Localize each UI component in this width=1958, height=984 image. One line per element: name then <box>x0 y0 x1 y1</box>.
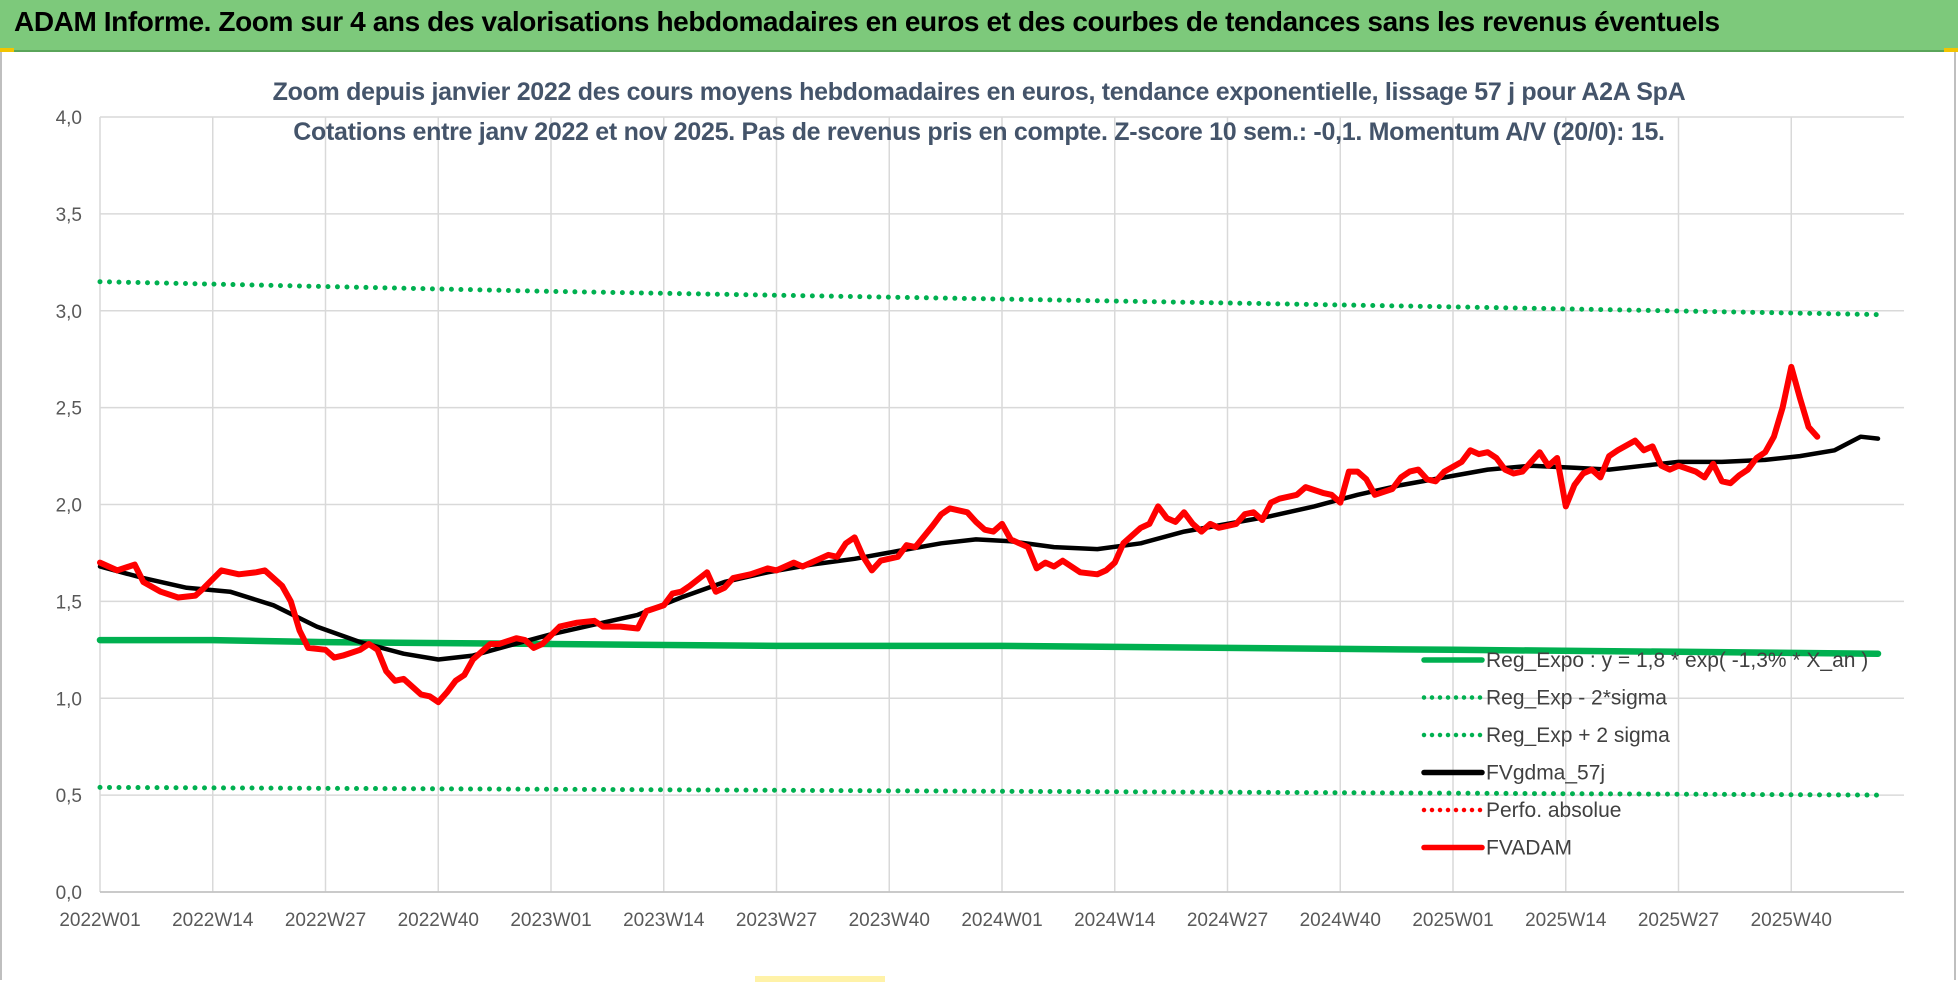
y-tick-label: 1,5 <box>56 592 82 613</box>
legend-label: Perfo. absolue <box>1486 799 1621 822</box>
legend-label: Reg_Exp - 2*sigma <box>1486 687 1667 710</box>
series-line-2 <box>97 279 1881 318</box>
x-tick-label: 2022W01 <box>59 910 140 931</box>
y-tick-label: 0,0 <box>56 883 82 904</box>
series-line-1 <box>97 784 1881 798</box>
x-tick-label: 2024W27 <box>1187 910 1268 931</box>
report-title: ADAM Informe. Zoom sur 4 ans des valoris… <box>14 6 1720 37</box>
y-tick-label: 4,0 <box>56 108 82 129</box>
legend-label: FVADAM <box>1486 837 1572 860</box>
x-tick-label: 2025W27 <box>1638 910 1719 931</box>
y-tick-label: 3,5 <box>56 205 82 226</box>
x-tick-label: 2025W14 <box>1525 910 1607 931</box>
y-tick-label: 1,0 <box>56 689 82 710</box>
x-tick-label: 2022W14 <box>172 910 254 931</box>
legend-label: Reg_Exp + 2 sigma <box>1486 724 1670 747</box>
x-tick-label: 2023W14 <box>623 910 705 931</box>
legend-label: FVgdma_57j <box>1486 762 1605 785</box>
x-tick-label: 2023W27 <box>736 910 817 931</box>
corner-mark-right <box>1944 48 1958 52</box>
series-line-0 <box>96 636 1882 657</box>
y-tick-label: 2,5 <box>56 399 82 420</box>
chart-subtitle: Cotations entre janv 2022 et nov 2025. P… <box>293 118 1665 146</box>
x-tick-label: 2024W01 <box>961 910 1042 931</box>
y-tick-label: 3,0 <box>56 302 82 323</box>
bottom-scroll-marker <box>755 976 885 982</box>
y-tick-label: 0,5 <box>56 786 82 807</box>
series-line-5 <box>97 363 1821 706</box>
x-tick-label: 2025W40 <box>1751 910 1832 931</box>
corner-mark-left <box>0 48 14 52</box>
x-tick-label: 2024W14 <box>1074 910 1156 931</box>
legend-label: Reg_Expo : y = 1,8 * exp( -1,3% * X_an ) <box>1486 649 1868 672</box>
chart-title: Zoom depuis janvier 2022 des cours moyen… <box>272 78 1686 106</box>
x-tick-label: 2023W01 <box>510 910 591 931</box>
x-tick-label: 2022W40 <box>398 910 479 931</box>
x-tick-label: 2023W40 <box>849 910 930 931</box>
x-tick-label: 2022W27 <box>285 910 366 931</box>
y-tick-label: 2,0 <box>56 496 82 517</box>
report-banner: ADAM Informe. Zoom sur 4 ans des valoris… <box>0 0 1958 52</box>
series-line-3 <box>97 434 1881 662</box>
x-tick-label: 2025W01 <box>1412 910 1493 931</box>
x-tick-label: 2024W40 <box>1300 910 1381 931</box>
chart-frame <box>0 52 1956 980</box>
